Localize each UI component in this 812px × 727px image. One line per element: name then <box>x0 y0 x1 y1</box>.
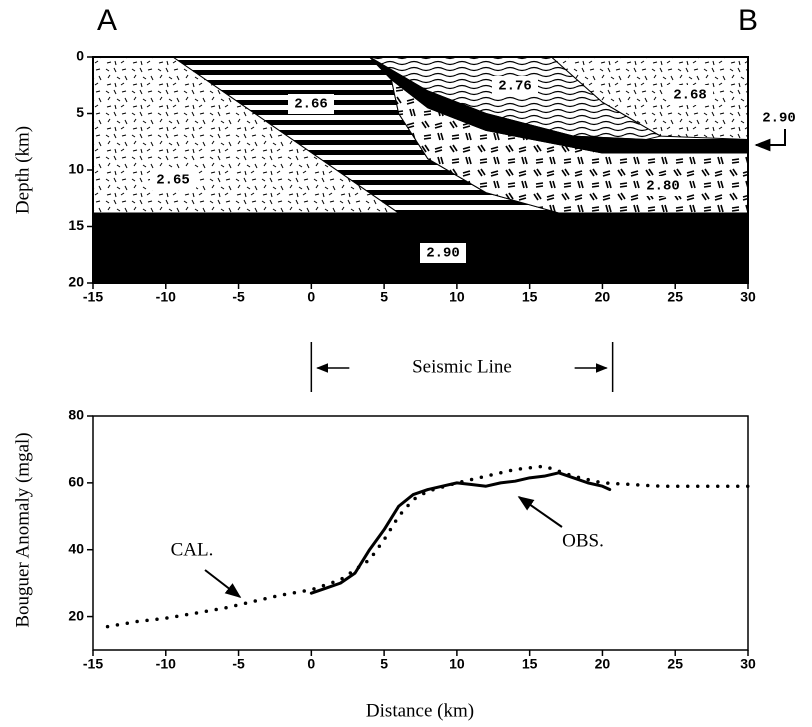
x-tick-label: 25 <box>667 289 683 305</box>
label-box <box>150 170 196 190</box>
label-box <box>288 94 334 114</box>
y-tick-label: 20 <box>68 607 84 623</box>
seismic-line-label: Seismic Line <box>412 356 512 377</box>
annotation-arrow <box>517 496 563 528</box>
density-label: 2.90 <box>762 111 796 127</box>
x-tick-label: 15 <box>522 656 538 672</box>
label-box <box>756 108 802 128</box>
x-tick-label: 30 <box>740 656 756 672</box>
x-tick-label: -5 <box>232 656 245 672</box>
y-tick-label: 10 <box>68 161 84 177</box>
x-tick-label: 15 <box>522 289 538 305</box>
x-tick-label: -10 <box>156 656 176 672</box>
density-label: 2.80 <box>646 179 680 195</box>
pointer-arrow <box>754 129 786 152</box>
series-line <box>309 471 612 595</box>
plot-frame <box>92 415 749 651</box>
y-axis-title: Bouguer Anomaly (mgal) <box>12 432 33 627</box>
x-tick-label: -10 <box>156 289 176 305</box>
x-tick-label: 0 <box>307 289 315 305</box>
y-tick-label: 20 <box>68 274 84 290</box>
x-tick-label: 20 <box>595 656 611 672</box>
annotation-arrow <box>204 569 242 598</box>
density-label: 2.66 <box>294 97 328 113</box>
section-label: A <box>97 4 117 37</box>
y-tick-label: 40 <box>68 540 84 556</box>
x-tick-label: 20 <box>595 289 611 305</box>
x-tick-label: 5 <box>380 656 388 672</box>
x-tick-label: 10 <box>449 289 465 305</box>
x-tick-label: 0 <box>307 656 315 672</box>
x-tick-label: -15 <box>83 656 103 672</box>
density-label: 2.68 <box>673 88 707 104</box>
x-axis-title: Distance (km) <box>366 700 474 721</box>
x-tick-label: 10 <box>449 656 465 672</box>
x-tick-label: -5 <box>232 289 245 305</box>
label-box <box>640 176 686 196</box>
x-tick-label: -15 <box>83 289 103 305</box>
y-tick-label: 0 <box>76 48 84 64</box>
label-box <box>492 76 538 96</box>
y-tick-label: 5 <box>76 104 84 120</box>
density-label: 2.90 <box>426 246 460 262</box>
y-tick-label: 80 <box>68 407 84 423</box>
x-tick-label: 5 <box>380 289 388 305</box>
x-tick-label: 25 <box>667 656 683 672</box>
y-tick-label: 15 <box>68 217 84 233</box>
series-label: CAL. <box>171 539 214 560</box>
series-label: OBS. <box>562 530 604 551</box>
density-label: 2.65 <box>156 173 190 189</box>
section-label: B <box>738 4 758 37</box>
label-box <box>667 85 713 105</box>
x-tick-label: 30 <box>740 289 756 305</box>
y-tick-label: 60 <box>68 474 84 490</box>
y-axis-title: Depth (km) <box>12 126 33 214</box>
density-label: 2.76 <box>498 79 532 95</box>
label-box <box>420 243 466 263</box>
